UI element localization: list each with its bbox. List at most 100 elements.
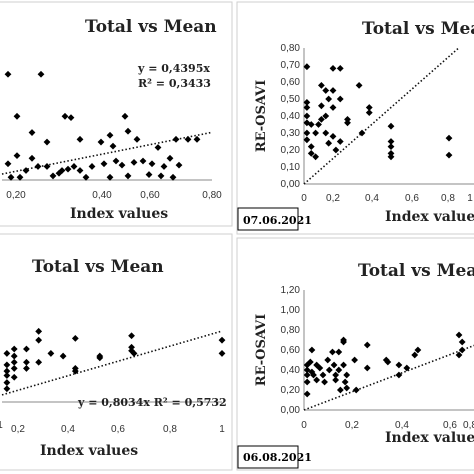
data-point [139,157,147,165]
y-tick-label: 0,00 [281,179,301,190]
chart-panel-1: Total vs Mean 0,20 0,40 0,60 0,80 Index value… [0,1,233,227]
data-point [124,127,132,135]
data-point [322,129,330,137]
data-point [28,154,36,162]
trendline [303,47,460,185]
x-tick-label: 0,4 [61,424,75,435]
date-box [237,445,299,469]
data-point [169,173,177,181]
data-point [88,163,96,170]
y-tick-label: 0,00 [281,405,301,416]
x-tick-label: 0 [301,420,307,431]
data-point [67,114,75,122]
x-tick-label: 0,2 [326,193,340,204]
y-tick-label: 0,20 [281,145,301,156]
data-point [308,346,316,354]
data-point [23,365,30,372]
data-point [344,116,351,123]
y-tick-label: 0,80 [281,325,301,336]
data-point [329,65,337,72]
data-point [64,165,72,173]
data-point [71,365,79,372]
data-point [395,371,403,379]
data-point [133,135,141,143]
data-point [303,129,311,137]
data-point [49,172,57,180]
date-label: 06.08.2021 [243,451,312,464]
data-point [335,366,343,374]
data-point [3,367,11,375]
data-point [3,372,11,379]
y-tick-label: 0,70 [281,60,301,71]
data-point [325,95,333,103]
data-point [4,160,12,168]
data-point [7,173,15,181]
x-tick-label: 0,6 [443,420,457,431]
x-tick-label: 0,4 [365,193,379,204]
data-point [157,172,165,180]
data-point [121,112,129,120]
data-point [34,163,42,170]
y-tick-label: 0,60 [281,345,301,356]
data-point [336,65,344,72]
data-point [330,361,338,369]
data-point [37,70,45,78]
panel-frame [236,237,474,471]
x-tick-label: 0,6 [405,193,419,204]
data-point [128,343,135,351]
data-point [325,366,333,374]
data-point [154,144,162,151]
data-point [35,327,43,335]
data-point [411,351,419,359]
data-point [303,99,311,106]
data-point [321,378,328,386]
y-tick-label: 1,20 [281,285,301,296]
x-tick-label: 0,20 [6,190,26,201]
data-point [70,163,78,170]
data-point [365,109,373,116]
data-point [218,336,226,344]
data-point [112,157,120,165]
data-point [47,350,55,357]
data-point [307,121,315,128]
chart-title: Total vs Mean [32,257,164,277]
data-point [160,163,168,170]
data-point [106,173,114,181]
data-point [303,390,311,398]
data-point [303,63,311,71]
data-point [184,135,192,143]
data-point [109,142,117,150]
x-axis-label: Index values [70,206,168,222]
data-point [387,138,395,145]
data-point [325,139,333,147]
chart-title: Total vs Mea [358,261,474,281]
data-point [82,173,90,181]
x-tick-label: 0,4 [395,420,409,431]
data-point [343,371,351,379]
chart-panel-3: Total vs Mean 0,2 0,4 0,6 0,8 1 Index values y … [0,233,233,471]
data-point [340,338,347,346]
chart-panel-4: Total vs Mea0,000,200,400,600,801,001,20… [0,237,474,471]
y-tick-label: 0,20 [281,385,301,396]
data-point [106,131,114,139]
x-tick-label: 0,2 [345,420,359,431]
data-point [166,154,174,162]
data-point [403,364,411,372]
data-point [316,364,324,372]
data-point [303,112,311,120]
data-point [387,122,395,130]
y-axis-label: RE-OSAVI [254,80,269,152]
data-point [148,160,156,168]
data-point [387,153,395,161]
data-point [365,104,373,111]
data-point [458,346,466,354]
data-point [303,361,311,369]
x-tick-label: 1 [219,424,225,435]
data-point [303,378,311,386]
data-point [329,104,337,111]
data-point [76,135,84,143]
data-point [130,158,138,166]
data-point [329,348,336,356]
date-label: 07.06.2021 [243,214,312,227]
x-tick-label: 0,8 [163,424,177,435]
